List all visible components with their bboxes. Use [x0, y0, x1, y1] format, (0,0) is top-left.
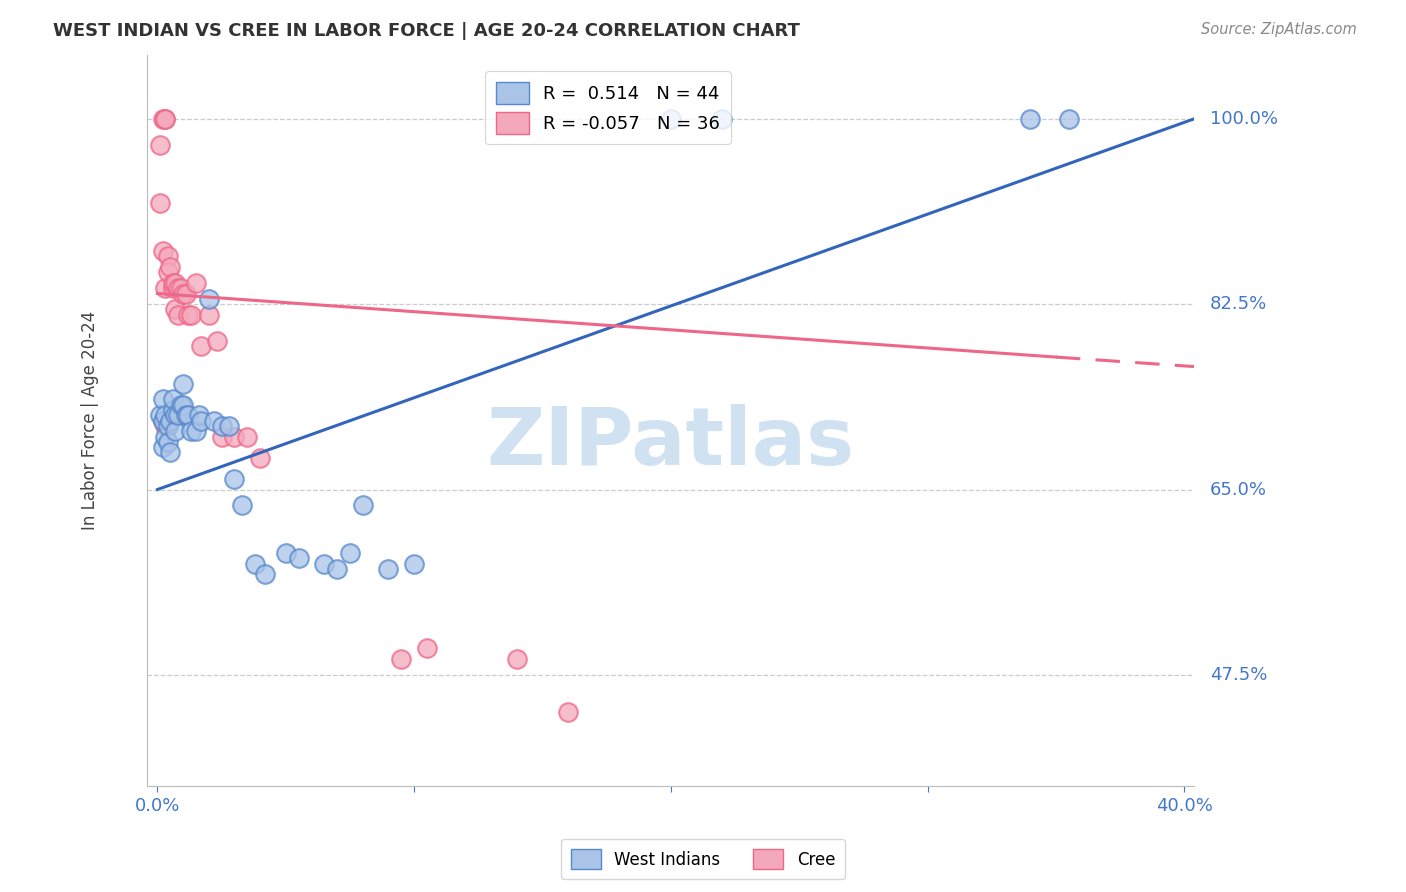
Point	[165, 302, 187, 317]
Point	[159, 260, 181, 274]
Point	[231, 499, 253, 513]
Point	[236, 429, 259, 443]
Point	[152, 244, 174, 259]
Point	[1057, 112, 1080, 126]
Point	[174, 409, 197, 423]
Point	[174, 286, 197, 301]
Point	[167, 409, 190, 423]
Text: WEST INDIAN VS CREE IN LABOR FORCE | AGE 20-24 CORRELATION CHART: WEST INDIAN VS CREE IN LABOR FORCE | AGE…	[53, 22, 800, 40]
Point	[659, 112, 682, 126]
Point	[243, 557, 266, 571]
Legend: West Indians, Cree: West Indians, Cree	[561, 838, 845, 880]
Point	[149, 196, 172, 211]
Point	[352, 499, 374, 513]
Point	[184, 276, 207, 290]
Point	[198, 308, 221, 322]
Point	[156, 434, 179, 449]
Point	[506, 652, 529, 666]
Point	[152, 414, 174, 428]
Point	[187, 409, 209, 423]
Point	[149, 138, 172, 153]
Point	[314, 557, 336, 571]
Legend: R =  0.514   N = 44, R = -0.057   N = 36: R = 0.514 N = 44, R = -0.057 N = 36	[485, 71, 731, 145]
Point	[156, 414, 179, 428]
Point	[152, 392, 174, 407]
Point	[162, 281, 184, 295]
Text: 82.5%: 82.5%	[1211, 295, 1267, 313]
Text: Source: ZipAtlas.com: Source: ZipAtlas.com	[1201, 22, 1357, 37]
Point	[152, 440, 174, 454]
Point	[377, 562, 399, 576]
Point	[153, 419, 176, 434]
Point	[167, 308, 190, 322]
Point	[249, 450, 271, 465]
Point	[165, 424, 187, 438]
Point	[180, 424, 202, 438]
Point	[190, 339, 212, 353]
Point	[152, 112, 174, 126]
Point	[156, 265, 179, 279]
Point	[211, 419, 233, 434]
Point	[159, 414, 181, 428]
Point	[416, 641, 439, 656]
Point	[169, 398, 191, 412]
Point	[339, 546, 361, 560]
Point	[287, 551, 309, 566]
Text: 100.0%: 100.0%	[1211, 110, 1278, 128]
Text: ZIPatlas: ZIPatlas	[486, 403, 855, 482]
Point	[224, 472, 246, 486]
Point	[254, 567, 277, 582]
Point	[557, 705, 579, 719]
Point	[198, 292, 221, 306]
Text: 47.5%: 47.5%	[1211, 666, 1267, 684]
Point	[180, 308, 202, 322]
Point	[177, 409, 200, 423]
Point	[177, 308, 200, 322]
Point	[172, 398, 194, 412]
Point	[153, 409, 176, 423]
Point	[218, 419, 240, 434]
Point	[169, 281, 191, 295]
Point	[172, 376, 194, 391]
Point	[156, 249, 179, 263]
Point	[149, 409, 172, 423]
Point	[153, 281, 176, 295]
Point	[162, 392, 184, 407]
Point	[165, 409, 187, 423]
Point	[389, 652, 412, 666]
Point	[159, 445, 181, 459]
Point	[326, 562, 349, 576]
Point	[224, 429, 246, 443]
Point	[162, 403, 184, 417]
Point	[1019, 112, 1042, 126]
Text: 65.0%: 65.0%	[1211, 481, 1267, 499]
Point	[404, 557, 426, 571]
Point	[165, 276, 187, 290]
Point	[190, 414, 212, 428]
Point	[184, 424, 207, 438]
Point	[153, 112, 176, 126]
Point	[152, 414, 174, 428]
Point	[153, 429, 176, 443]
Point	[274, 546, 297, 560]
Point	[205, 334, 228, 348]
Point	[172, 286, 194, 301]
Point	[162, 276, 184, 290]
Point	[156, 419, 179, 434]
Point	[153, 112, 176, 126]
Point	[211, 429, 233, 443]
Point	[167, 281, 190, 295]
Point	[202, 414, 225, 428]
Point	[711, 112, 734, 126]
Text: In Labor Force | Age 20-24: In Labor Force | Age 20-24	[80, 311, 98, 530]
